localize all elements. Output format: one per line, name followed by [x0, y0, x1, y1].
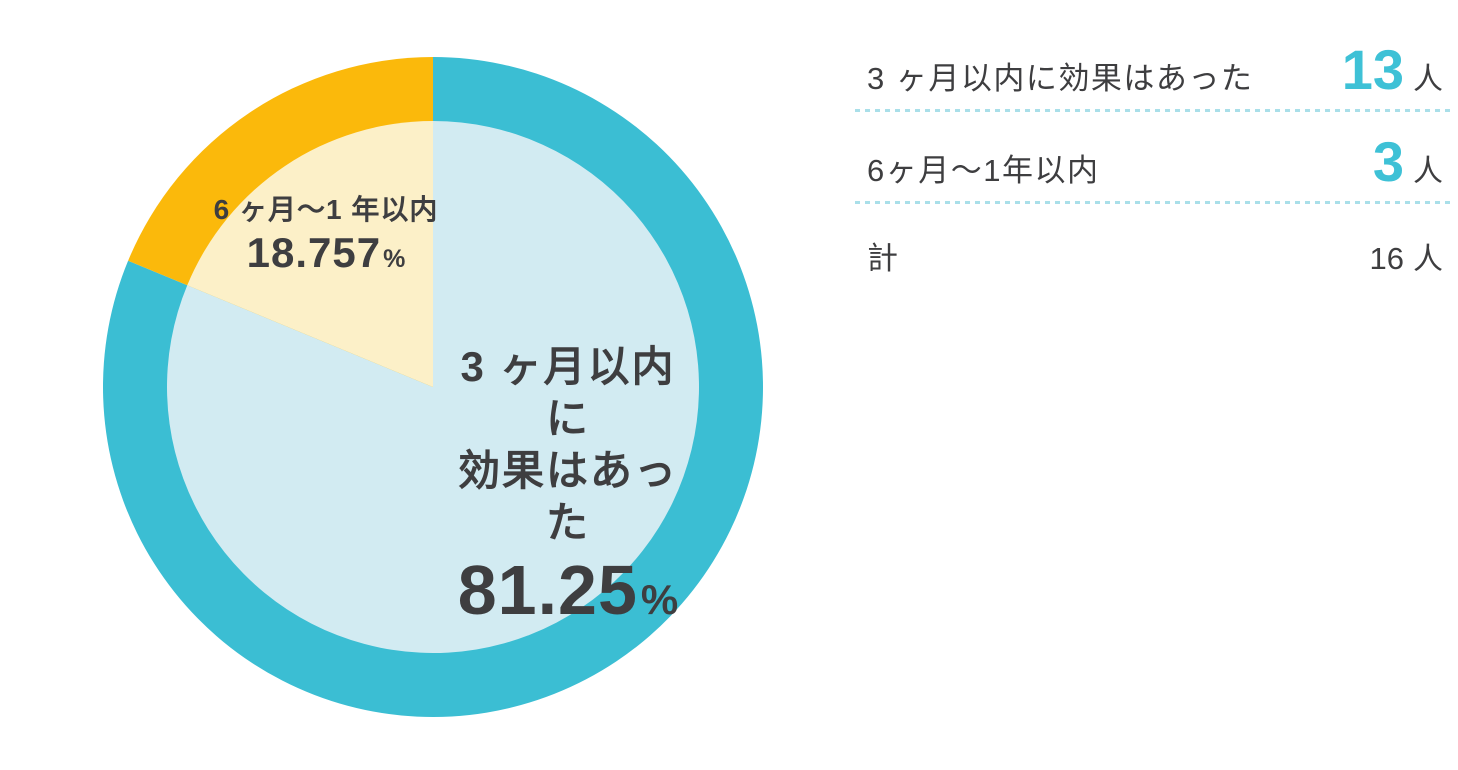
- legend-row-6-to-12-months: 6ヶ月〜1年以内 3 人: [855, 134, 1455, 190]
- legend-row-count: 3: [1372, 130, 1404, 193]
- legend-row-unit: 人: [1413, 63, 1443, 96]
- small-slice-percent: 18.757%: [214, 232, 439, 274]
- dotted-divider: [855, 201, 1455, 204]
- dotted-divider: [855, 109, 1455, 112]
- legend-row-unit: 人: [1413, 243, 1443, 276]
- legend-row-unit: 人: [1413, 155, 1443, 188]
- pie-chart: 6 ヶ月〜1 年以内 18.757% 3 ヶ月以内に 効果はあった 81.25%: [102, 57, 763, 717]
- small-slice-percent-symbol: %: [383, 245, 406, 273]
- legend-row-count: 16: [1369, 241, 1404, 276]
- big-slice-label-line1: 3 ヶ月以内に: [460, 343, 676, 442]
- big-slice-label-line2: 効果はあった: [457, 447, 678, 546]
- pie-slice-0-inner: [167, 121, 700, 653]
- legend-row-label: 計: [867, 241, 900, 276]
- pie-svg: [102, 57, 763, 717]
- legend-row-total: 計 16 人: [855, 234, 1455, 278]
- legend-row-within-3-months: 3 ヶ月以内に効果はあった 13 人: [855, 42, 1455, 98]
- small-slice-percent-number: 18.757: [246, 229, 382, 276]
- legend-row-label: 3 ヶ月以内に効果はあった: [867, 61, 1254, 96]
- pie-slice-1-inner: [187, 121, 433, 387]
- legend-row-count: 13: [1341, 38, 1404, 101]
- small-slice-label: 6 ヶ月〜1 年以内: [213, 194, 439, 225]
- big-slice-percent: 81.25%: [452, 555, 684, 625]
- legend-row-value: 13 人: [1342, 42, 1443, 98]
- pie-label-big-slice: 3 ヶ月以内に 効果はあった 81.25%: [452, 341, 684, 625]
- legend-row-label: 6ヶ月〜1年以内: [867, 153, 1100, 188]
- pie-label-small-slice: 6 ヶ月〜1 年以内 18.757%: [214, 193, 439, 274]
- legend-row-value: 16 人: [1370, 234, 1443, 278]
- legend-row-value: 3 人: [1373, 134, 1443, 190]
- big-slice-percent-symbol: %: [640, 576, 679, 623]
- big-slice-percent-number: 81.25: [457, 551, 638, 629]
- legend-table: 3 ヶ月以内に効果はあった 13 人 6ヶ月〜1年以内 3 人 計 16 人: [855, 0, 1455, 278]
